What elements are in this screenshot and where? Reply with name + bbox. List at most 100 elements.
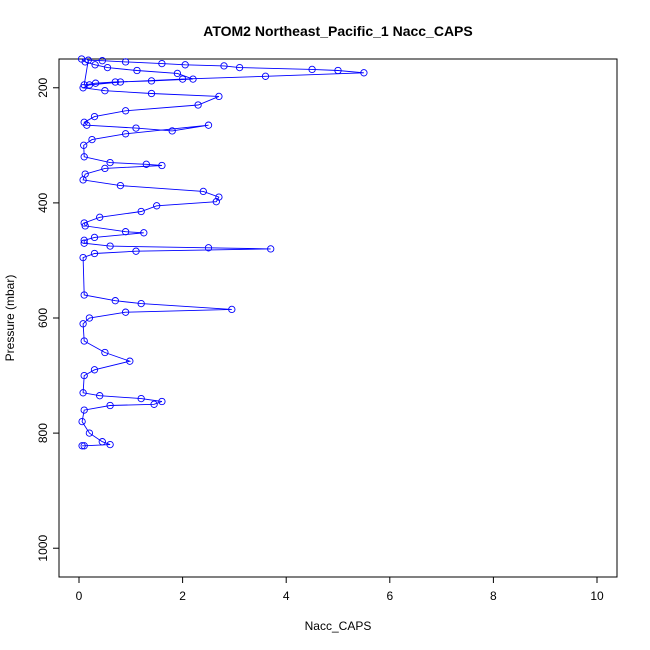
data-point [116, 181, 125, 190]
y-tick-label: 200 [36, 77, 50, 97]
data-point [96, 213, 104, 221]
data-point [121, 58, 130, 66]
x-tick-label: 0 [76, 589, 83, 603]
data-point [194, 101, 202, 109]
data-point [137, 394, 145, 403]
data-point [121, 107, 130, 115]
data-point [90, 233, 99, 242]
data-point [106, 158, 114, 167]
y-axis: 200 400 600 800 1000 [36, 77, 59, 562]
data-point [204, 244, 213, 252]
data-point [88, 135, 96, 144]
y-tick-label: 800 [36, 423, 50, 443]
data-point [181, 61, 189, 69]
plot-frame [58, 58, 618, 578]
data-point [85, 429, 94, 437]
data-point [204, 121, 213, 129]
data-point [98, 438, 106, 446]
data-point [85, 81, 94, 89]
data-point [158, 397, 166, 406]
x-tick-label: 6 [386, 589, 393, 603]
x-axis-label: Nacc_CAPS [305, 619, 372, 633]
x-tick-label: 10 [590, 589, 604, 603]
data-point [147, 89, 156, 98]
data-point [308, 65, 316, 74]
data-point [121, 228, 130, 236]
data-point [80, 442, 88, 450]
data-point [132, 124, 140, 132]
data-point [96, 392, 104, 400]
data-point [106, 440, 114, 449]
y-axis-label: Pressure (mbar) [3, 275, 17, 362]
data-point [334, 66, 342, 75]
data-point [101, 164, 109, 173]
data-point [137, 299, 145, 308]
data-point [147, 77, 156, 85]
data-point [360, 69, 368, 77]
data-point [140, 229, 148, 237]
data-point [121, 130, 130, 138]
data-point [81, 222, 89, 230]
x-tick-label: 8 [490, 589, 497, 603]
data-point [80, 371, 88, 380]
data-point [90, 249, 99, 258]
data-point [158, 59, 166, 68]
data-point [228, 305, 236, 314]
data-point [103, 63, 112, 72]
data-point [189, 75, 197, 83]
data-point [90, 366, 99, 374]
data-point [212, 198, 220, 206]
data-point [168, 127, 176, 135]
y-tick-label: 600 [36, 308, 50, 328]
data-point [80, 153, 88, 161]
data-point [79, 320, 87, 328]
data-point [98, 57, 106, 65]
data-point [126, 357, 134, 365]
data-point [178, 75, 187, 83]
data-point [80, 337, 88, 345]
data-point [80, 236, 88, 244]
data-point [78, 417, 86, 426]
data-point [121, 308, 130, 316]
data-point [84, 56, 92, 64]
data-point [220, 62, 228, 70]
data-point [80, 141, 88, 149]
data-point [106, 401, 114, 410]
data-point [111, 78, 119, 86]
data-point [173, 69, 182, 78]
data-point [80, 291, 88, 299]
data-point [101, 87, 109, 95]
data-point [267, 245, 275, 253]
x-tick-label: 4 [283, 589, 290, 603]
data-point [116, 78, 125, 86]
data-point [101, 348, 109, 357]
data-point [133, 66, 141, 75]
data-point [261, 72, 270, 80]
data-point [132, 247, 140, 255]
data-point [79, 389, 87, 397]
chart-title: ATOM2 Northeast_Pacific_1 Nacc_CAPS [203, 23, 472, 39]
data-point [235, 63, 244, 72]
x-tick-label: 2 [179, 589, 186, 603]
data-point [79, 253, 87, 262]
series-line [81, 58, 364, 447]
data-point [80, 406, 88, 414]
data-point [215, 92, 223, 101]
data-point [150, 400, 158, 408]
data-point [80, 239, 88, 247]
x-axis: 0 2 4 6 8 10 [76, 576, 604, 603]
y-tick-label: 400 [36, 193, 50, 213]
data-point [158, 161, 166, 170]
y-tick-label: 1000 [36, 535, 50, 562]
data-point [78, 442, 86, 450]
data-point [79, 176, 87, 184]
data-point [199, 187, 207, 196]
data-point [111, 297, 119, 305]
data-series [77, 55, 368, 450]
data-point [90, 112, 99, 121]
data-point [142, 160, 150, 168]
data-point [137, 207, 145, 216]
data-point [91, 61, 99, 69]
data-point [85, 314, 94, 322]
